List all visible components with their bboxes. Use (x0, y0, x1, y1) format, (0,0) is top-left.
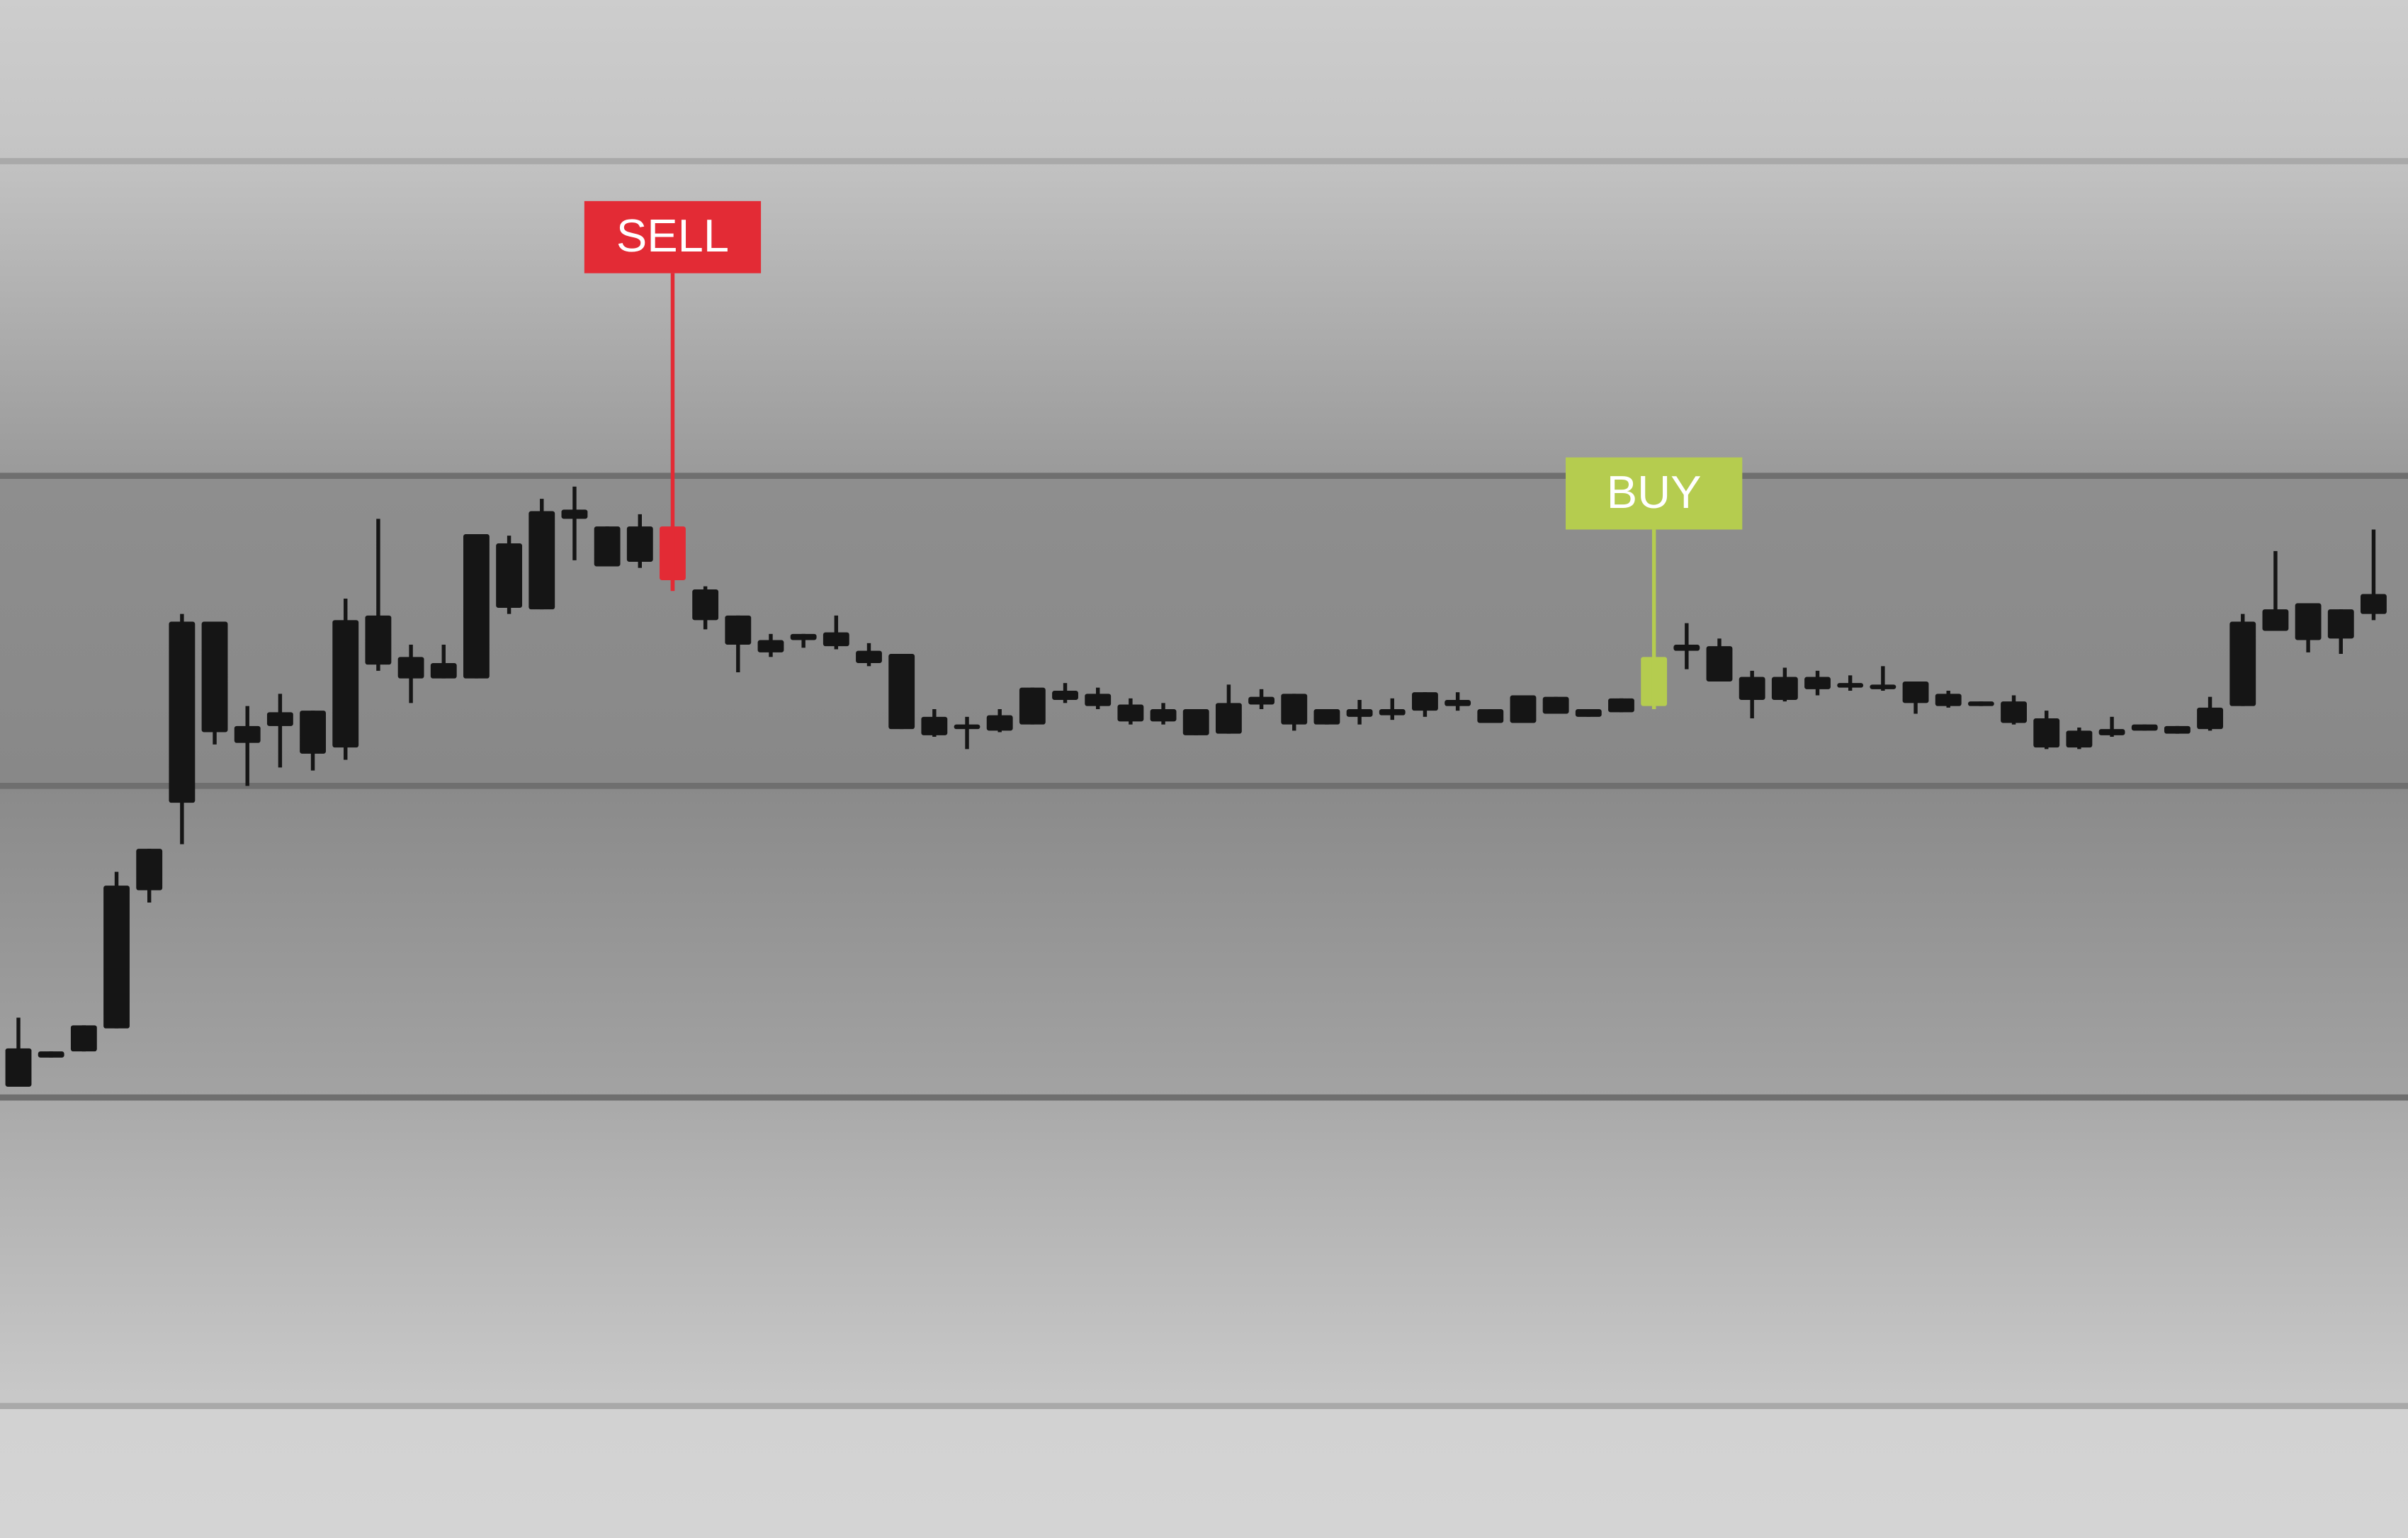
candle-body (823, 632, 849, 647)
candle-body (496, 543, 523, 608)
candle-body (2033, 718, 2060, 748)
candle-body (1019, 687, 1046, 725)
candle-body (234, 725, 261, 743)
candle-body (1412, 692, 1438, 711)
candle-body (1117, 704, 1144, 722)
candle-body (1445, 700, 1471, 706)
candle-body (1248, 696, 1274, 705)
candle-body (594, 526, 621, 567)
candle-body (2229, 621, 2256, 706)
signal-box (1566, 457, 1743, 530)
candle-body (397, 657, 424, 679)
signal-box (584, 200, 762, 273)
candle-body (2098, 729, 2125, 735)
candle-body (2001, 701, 2027, 723)
signal-label: BUY (1607, 466, 1702, 518)
candle-body (2327, 609, 2354, 639)
candle-body (921, 716, 948, 735)
candle-body (1706, 646, 1733, 682)
candle-body (1870, 684, 1897, 689)
band (0, 786, 2408, 1098)
candle-body (5, 1048, 32, 1087)
candle-body (169, 621, 196, 803)
candle-body (103, 886, 130, 1029)
candle-body (332, 620, 359, 748)
candle-body (2295, 603, 2322, 640)
candle-body (300, 711, 326, 754)
candle-body (856, 650, 882, 663)
candle-body (1967, 701, 1994, 706)
candle-body (561, 509, 588, 519)
candle-body (1281, 694, 1308, 725)
signal-marker: BUY (1566, 457, 1743, 709)
candle-body (1608, 698, 1634, 713)
candle-body (1542, 696, 1569, 714)
candle-body (2164, 725, 2191, 734)
candle-body (1739, 677, 1765, 700)
candle-body (201, 621, 228, 733)
candle-body (757, 640, 784, 652)
candle-body (2361, 594, 2387, 614)
candle-body (1771, 677, 1798, 700)
candle-body (2197, 707, 2224, 730)
candle-body (954, 724, 980, 730)
candle-body (136, 849, 163, 890)
candle-body (1902, 682, 1929, 703)
candle-body (1182, 709, 1209, 735)
candle-body (266, 712, 293, 726)
band (0, 1406, 2408, 1538)
band (0, 0, 2408, 162)
candle-body (1575, 709, 1602, 717)
candle-body (1510, 695, 1537, 723)
candle-body (986, 715, 1013, 731)
band (0, 161, 2408, 476)
candle-body (1313, 709, 1340, 725)
candle-body (790, 633, 817, 640)
candle-body (1804, 677, 1831, 689)
candle-body (2066, 730, 2093, 748)
candle-body (1477, 709, 1504, 723)
candle-body (1346, 709, 1373, 717)
candle-body (1052, 691, 1078, 700)
signal-label: SELL (616, 210, 729, 261)
candle-body (1085, 694, 1112, 706)
candle-body (626, 526, 653, 562)
candle-body (1215, 703, 1242, 734)
candle-body (2131, 724, 2158, 731)
candle-body (1150, 709, 1177, 722)
candle-body (365, 615, 392, 665)
signal-marker: SELL (584, 200, 762, 592)
candle-body (430, 663, 457, 679)
candle-body (1673, 645, 1700, 651)
candle-body (725, 615, 752, 645)
candle-body (888, 654, 915, 730)
candle-body (1379, 709, 1406, 716)
band (0, 1097, 2408, 1406)
candle-body (528, 511, 555, 610)
candle-body (1935, 694, 1962, 706)
candle-body (70, 1025, 97, 1052)
candle-body (38, 1051, 64, 1058)
candle-body (1837, 683, 1864, 688)
candle-body (692, 589, 719, 621)
candle-body (2262, 609, 2289, 631)
candle-body (463, 534, 490, 679)
